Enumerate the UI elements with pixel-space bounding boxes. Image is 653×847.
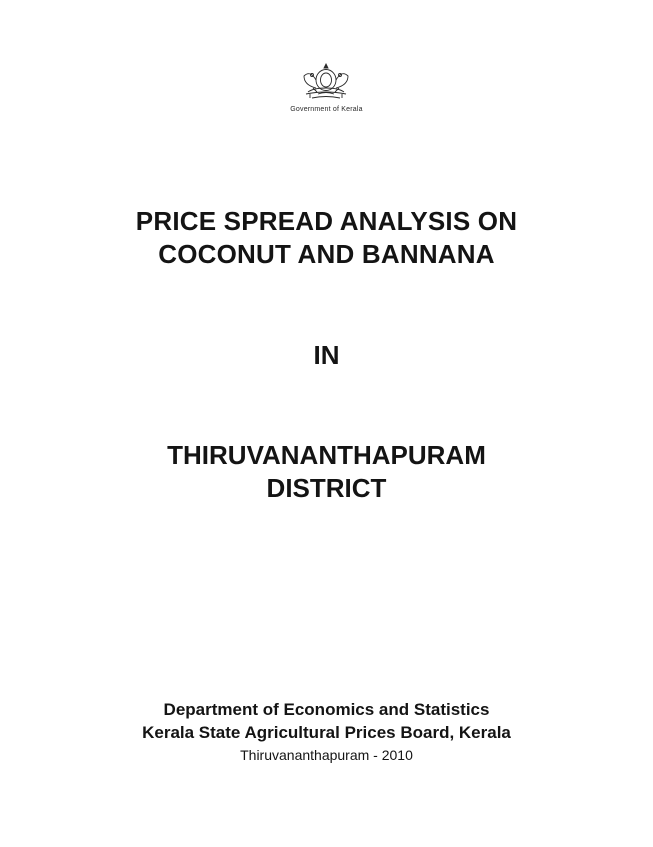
title-line-1: PRICE SPREAD ANALYSIS ON (136, 205, 517, 238)
kerala-emblem-icon (298, 58, 354, 104)
title-block: PRICE SPREAD ANALYSIS ON COCONUT AND BAN… (136, 205, 517, 270)
emblem-block: Government of Kerala (290, 58, 362, 113)
district-line-2: DISTRICT (167, 472, 486, 505)
emblem-caption: Government of Kerala (290, 106, 362, 113)
district-block: THIRUVANANTHAPURAM DISTRICT (167, 439, 486, 504)
title-line-2: COCONUT AND BANNANA (136, 238, 517, 271)
department-line-2: Kerala State Agricultural Prices Board, … (0, 722, 653, 745)
footer-block: Department of Economics and Statistics K… (0, 699, 653, 763)
document-page: Government of Kerala PRICE SPREAD ANALYS… (0, 0, 653, 847)
department-line-1: Department of Economics and Statistics (0, 699, 653, 722)
connector-in: IN (314, 340, 340, 371)
city-year: Thiruvananthapuram - 2010 (0, 747, 653, 763)
district-line-1: THIRUVANANTHAPURAM (167, 439, 486, 472)
